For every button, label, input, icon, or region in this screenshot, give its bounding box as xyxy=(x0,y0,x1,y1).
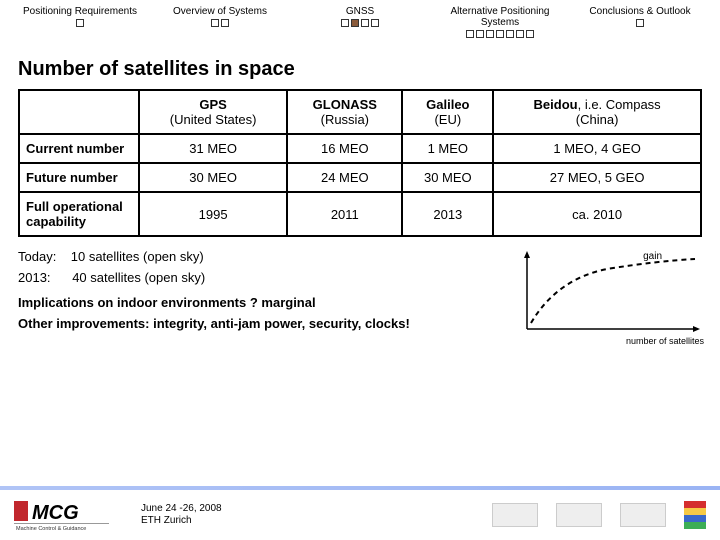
nav-label: GNSS xyxy=(290,6,430,17)
progress-box xyxy=(76,19,84,27)
fig-stripe xyxy=(684,522,706,529)
progress-box xyxy=(221,19,229,27)
fig-stripe xyxy=(684,515,706,522)
progress-box xyxy=(506,30,514,38)
row-header: Full operational capability xyxy=(19,192,139,236)
progress-box xyxy=(341,19,349,27)
implications-line: Implications on indoor environments ? ma… xyxy=(18,295,517,310)
table-row: Current number31 MEO16 MEO1 MEO1 MEO, 4 … xyxy=(19,134,701,163)
table-row: Future number30 MEO24 MEO30 MEO27 MEO, 5… xyxy=(19,163,701,192)
fig-stripe xyxy=(684,508,706,515)
partner3-logo xyxy=(620,503,666,527)
col-header: GLONASS(Russia) xyxy=(287,90,402,134)
svg-text:Machine Control & Guidance: Machine Control & Guidance xyxy=(16,526,86,531)
2013-line: 2013: 40 satellites (open sky) xyxy=(18,270,517,285)
nav-label: Alternative Positioning Systems xyxy=(430,6,570,28)
table-cell: 24 MEO xyxy=(287,163,402,192)
progress-box xyxy=(486,30,494,38)
nav-item: Overview of Systems xyxy=(150,6,290,38)
table-cell: 30 MEO xyxy=(139,163,287,192)
satellite-table-wrap: GPS(United States)GLONASS(Russia)Galileo… xyxy=(0,89,720,237)
partner-logos xyxy=(222,501,706,529)
nav-progress-boxes xyxy=(10,19,150,27)
nav-item: GNSS xyxy=(290,6,430,38)
table-cell: 30 MEO xyxy=(402,163,493,192)
table-cell: 1995 xyxy=(139,192,287,236)
nav-item: Conclusions & Outlook xyxy=(570,6,710,38)
table-cell: 2011 xyxy=(287,192,402,236)
blank-header xyxy=(19,90,139,134)
geometh-logo xyxy=(556,503,602,527)
table-cell: 1 MEO xyxy=(402,134,493,163)
below-content: Today: 10 satellites (open sky) 2013: 40… xyxy=(0,237,720,344)
row-header: Current number xyxy=(19,134,139,163)
fig-stripe xyxy=(684,501,706,508)
table-cell: 27 MEO, 5 GEO xyxy=(493,163,701,192)
footer: MCG Machine Control & Guidance June 24 -2… xyxy=(0,486,720,540)
nav-progress-boxes xyxy=(150,19,290,27)
col-header: Beidou, i.e. Compass(China) xyxy=(493,90,701,134)
table-cell: ca. 2010 xyxy=(493,192,701,236)
table-cell: 31 MEO xyxy=(139,134,287,163)
progress-box xyxy=(466,30,474,38)
svg-text:MCG: MCG xyxy=(32,502,79,524)
progress-box xyxy=(476,30,484,38)
slide-title: Number of satellites in space xyxy=(0,40,720,89)
eth-logo xyxy=(492,503,538,527)
table-cell: 1 MEO, 4 GEO xyxy=(493,134,701,163)
gain-chart: gainnumber of satellites xyxy=(517,249,702,344)
progress-box xyxy=(371,19,379,27)
nav-progress-boxes xyxy=(430,30,570,38)
nav-item: Positioning Requirements xyxy=(10,6,150,38)
progress-box xyxy=(526,30,534,38)
nav-label: Overview of Systems xyxy=(150,6,290,17)
progress-box xyxy=(516,30,524,38)
progress-box xyxy=(211,19,219,27)
nav-progress-boxes xyxy=(570,19,710,27)
progress-box xyxy=(361,19,369,27)
table-row: Full operational capability199520112013c… xyxy=(19,192,701,236)
nav-label: Conclusions & Outlook xyxy=(570,6,710,17)
footer-date-place: June 24 -26, 2008 ETH Zurich xyxy=(141,503,222,528)
today-line: Today: 10 satellites (open sky) xyxy=(18,249,517,264)
nav-label: Positioning Requirements xyxy=(10,6,150,17)
section-nav: Positioning RequirementsOverview of Syst… xyxy=(0,0,720,40)
col-header: Galileo(EU) xyxy=(402,90,493,134)
table-cell: 16 MEO xyxy=(287,134,402,163)
satellite-table: GPS(United States)GLONASS(Russia)Galileo… xyxy=(18,89,702,237)
fig-logo xyxy=(684,501,706,529)
progress-box xyxy=(496,30,504,38)
mcg-logo-svg: MCG Machine Control & Guidance xyxy=(14,499,109,531)
below-text: Today: 10 satellites (open sky) 2013: 40… xyxy=(18,249,517,344)
progress-box xyxy=(351,19,359,27)
table-cell: 2013 xyxy=(402,192,493,236)
nav-progress-boxes xyxy=(290,19,430,27)
progress-box xyxy=(636,19,644,27)
improvements-line: Other improvements: integrity, anti-jam … xyxy=(18,316,517,331)
nav-item: Alternative Positioning Systems xyxy=(430,6,570,38)
col-header: GPS(United States) xyxy=(139,90,287,134)
mcg-logo: MCG Machine Control & Guidance xyxy=(14,499,109,531)
chart-svg xyxy=(517,249,702,344)
row-header: Future number xyxy=(19,163,139,192)
